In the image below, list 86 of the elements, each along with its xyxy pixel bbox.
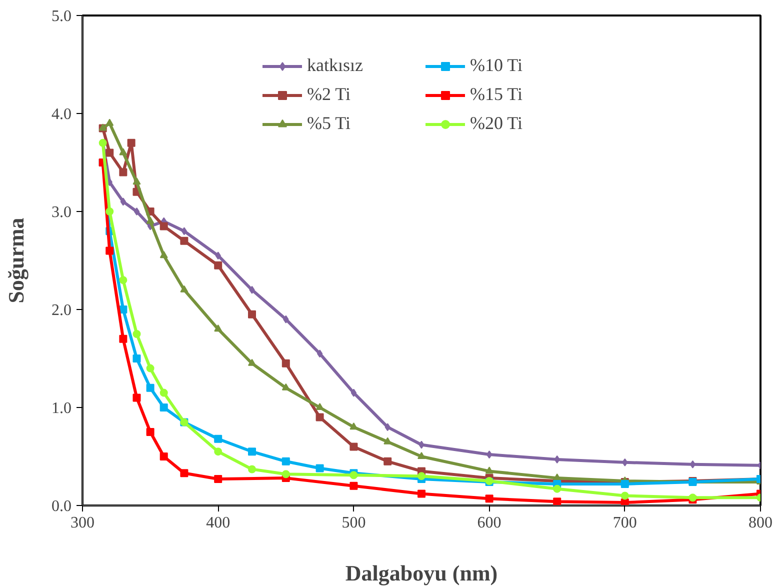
y-tick-label: 2.0 (52, 302, 72, 319)
point (132, 330, 141, 338)
y-tick-label: 4.0 (52, 106, 72, 123)
point (316, 413, 324, 422)
legend-label: katkısız (307, 55, 364, 76)
y-axis-title: Soğurma (4, 218, 28, 304)
point (622, 458, 628, 466)
point (282, 470, 290, 478)
point (214, 261, 222, 270)
point (160, 388, 168, 397)
point (418, 490, 426, 498)
point (384, 457, 392, 466)
legend-label: %20 Ti (470, 113, 524, 134)
x-tick-label: 800 (748, 514, 772, 532)
point (106, 118, 114, 126)
point (418, 472, 426, 480)
point (214, 475, 222, 484)
point (132, 354, 141, 362)
x-axis-title: Dalgaboyu (nm) (345, 560, 498, 586)
x-tick-label: 500 (342, 514, 366, 532)
point (283, 315, 289, 324)
y-tick-label: 5.0 (52, 8, 72, 25)
point (132, 394, 141, 402)
point (316, 464, 324, 472)
point (160, 222, 168, 230)
point (146, 216, 154, 224)
point (553, 484, 562, 493)
point (106, 208, 114, 216)
point (316, 402, 324, 410)
y-tick-label: 3.0 (52, 204, 72, 221)
point (248, 310, 256, 318)
point (282, 383, 290, 390)
point (160, 251, 168, 258)
point (214, 448, 222, 456)
point (690, 460, 696, 468)
x-tick-label: 600 (477, 514, 502, 532)
point (180, 285, 188, 292)
point (620, 492, 629, 500)
point (248, 465, 256, 474)
point (160, 404, 168, 412)
point (485, 494, 494, 503)
point (146, 384, 154, 392)
point (106, 246, 114, 255)
point (553, 498, 562, 506)
point (134, 208, 140, 216)
x-tick-label: 700 (612, 514, 637, 532)
point (119, 148, 128, 156)
point (418, 440, 424, 449)
legend-label: %10 Ti (470, 55, 524, 76)
point (384, 423, 390, 432)
point (350, 442, 358, 451)
x-tick-label: 400 (206, 514, 230, 532)
point (215, 252, 221, 260)
point (282, 457, 290, 466)
y-tick-label: 1.0 (52, 400, 72, 417)
point (181, 227, 188, 236)
point (146, 428, 154, 436)
point (248, 358, 256, 366)
point (214, 434, 222, 443)
point (119, 334, 128, 343)
point (316, 350, 323, 358)
point (180, 469, 188, 478)
point (106, 148, 114, 157)
legend-label: %5 Ti (307, 113, 352, 134)
point (132, 178, 141, 185)
legend-label: %2 Ti (307, 84, 352, 105)
point (214, 324, 222, 332)
point (119, 168, 128, 176)
point (146, 364, 154, 372)
legend-label: %15 Ti (470, 84, 524, 105)
point (248, 448, 256, 456)
point (418, 452, 426, 460)
y-tick-label: 0.0 (52, 498, 72, 515)
point (350, 482, 358, 490)
point (486, 450, 492, 459)
point (120, 198, 126, 206)
x-tick-label: 300 (70, 514, 94, 532)
point (160, 452, 168, 460)
point (485, 466, 494, 474)
point (554, 455, 560, 464)
point (119, 276, 128, 284)
point (282, 359, 290, 368)
point (350, 388, 357, 397)
point (180, 236, 188, 245)
point (249, 286, 255, 294)
point (127, 138, 136, 147)
